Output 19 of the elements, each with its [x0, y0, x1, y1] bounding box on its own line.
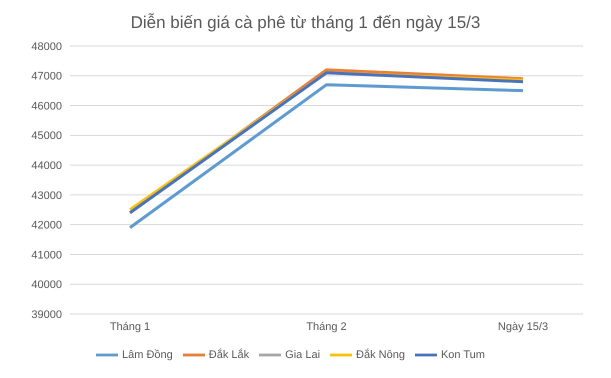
y-tick-label: 47000 — [31, 70, 62, 83]
legend-label: Kon Tum — [440, 348, 485, 361]
x-tick-label: Ngày 15/3 — [498, 320, 548, 333]
y-tick-label: 44000 — [31, 160, 62, 172]
y-tick-label: 40000 — [31, 279, 62, 292]
y-tick-label: 41000 — [31, 249, 62, 262]
x-tick-label: Tháng 2 — [306, 320, 347, 333]
y-tick-label: 48000 — [31, 40, 62, 53]
legend-label: Lâm Đồng — [122, 348, 173, 361]
chart-title: Diễn biến giá cà phê từ tháng 1 đến ngày 15/3 — [130, 12, 482, 34]
y-tick-label: 39000 — [31, 308, 62, 321]
legend-label: Đắk Nông — [356, 348, 405, 361]
legend-label: Gia Lai — [285, 348, 320, 361]
y-tick-label: 42000 — [31, 220, 62, 232]
y-tick-label: 45000 — [31, 130, 62, 142]
y-tick-label: 46000 — [31, 100, 62, 112]
legend-label: Đắk Lắk — [208, 348, 250, 361]
x-tick-label: Tháng 1 — [110, 320, 150, 333]
y-tick-label: 43000 — [31, 190, 62, 202]
